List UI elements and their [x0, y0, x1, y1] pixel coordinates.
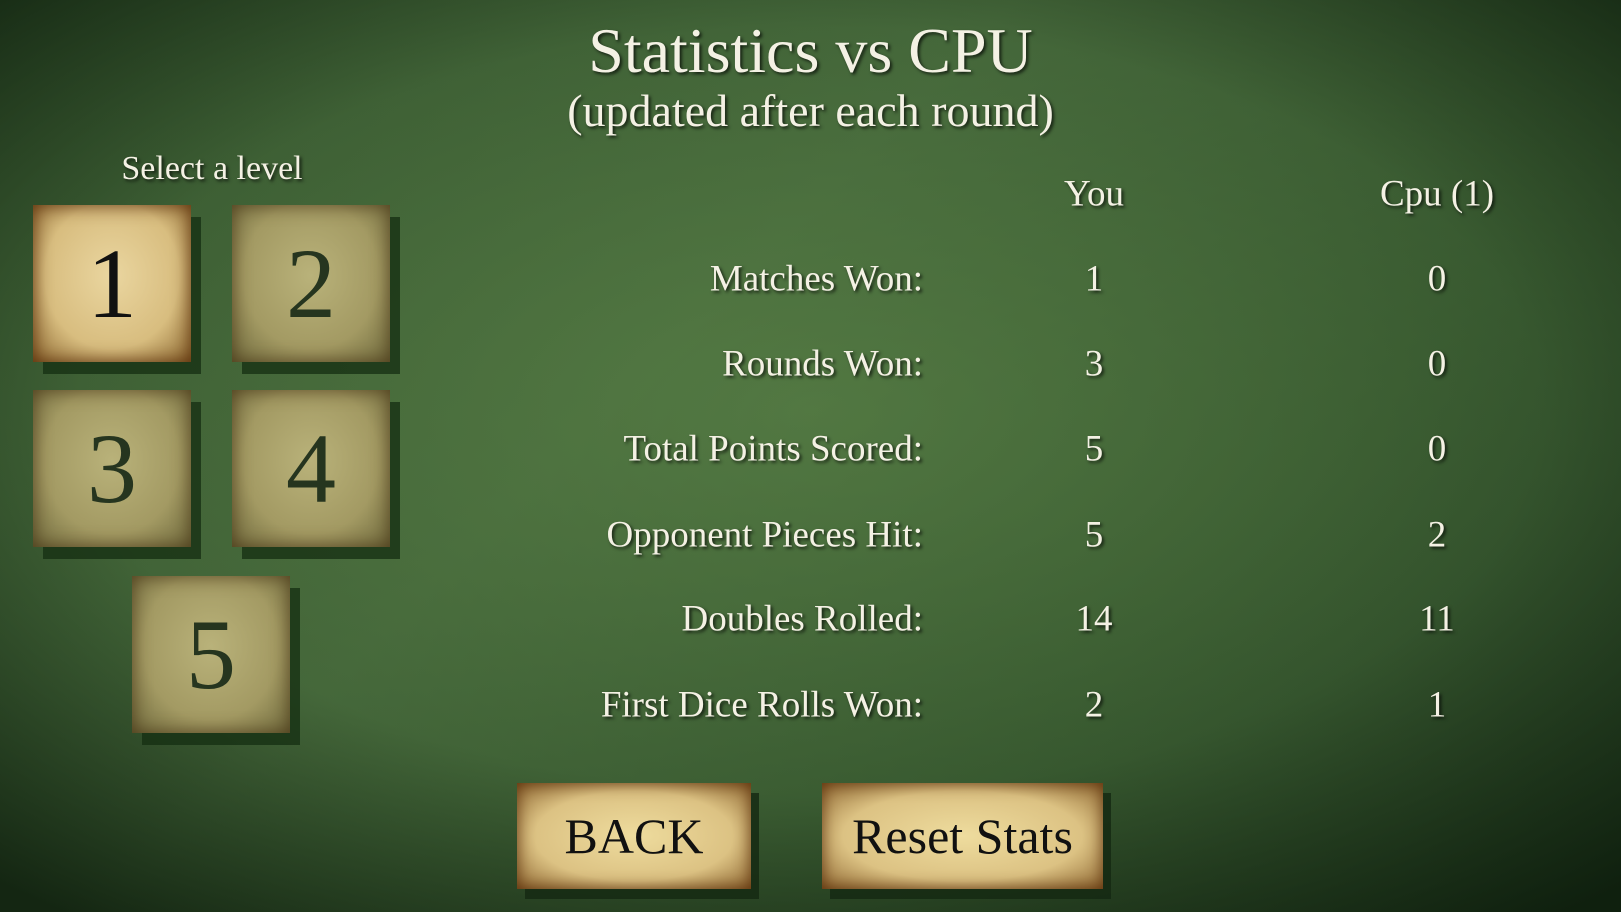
cpu-value: 0: [1427, 343, 1447, 385]
row-label: Doubles Rolled:: [681, 598, 923, 640]
select-level-label: Select a level: [121, 150, 303, 187]
you-value: 1: [1084, 258, 1104, 300]
level-4-button[interactable]: 4: [232, 390, 390, 547]
row-label: Matches Won:: [709, 258, 923, 300]
you-value: 2: [1084, 684, 1104, 726]
row-label: First Dice Rolls Won:: [600, 684, 923, 726]
column-header-cpu: Cpu (1): [1379, 173, 1495, 215]
row-label: Rounds Won:: [722, 343, 923, 385]
cpu-value: 2: [1427, 514, 1447, 556]
cpu-value: 11: [1419, 598, 1455, 640]
you-value: 5: [1084, 428, 1104, 470]
page-subtitle: (updated after each round): [567, 85, 1054, 136]
row-label: Total Points Scored:: [623, 428, 923, 470]
you-value: 14: [1075, 598, 1113, 640]
column-header-you: You: [1063, 173, 1125, 215]
row-label: Opponent Pieces Hit:: [606, 514, 923, 556]
cpu-value: 0: [1427, 428, 1447, 470]
cpu-value: 1: [1427, 684, 1447, 726]
reset-stats-button[interactable]: Reset Stats: [822, 783, 1103, 889]
level-1-button[interactable]: 1: [33, 205, 191, 362]
you-value: 3: [1084, 343, 1104, 385]
back-button[interactable]: BACK: [517, 783, 751, 889]
level-3-button[interactable]: 3: [33, 390, 191, 547]
level-5-button[interactable]: 5: [132, 576, 290, 733]
page-title: Statistics vs CPU: [588, 15, 1033, 86]
you-value: 5: [1084, 514, 1104, 556]
cpu-value: 0: [1427, 258, 1447, 300]
level-2-button[interactable]: 2: [232, 205, 390, 362]
